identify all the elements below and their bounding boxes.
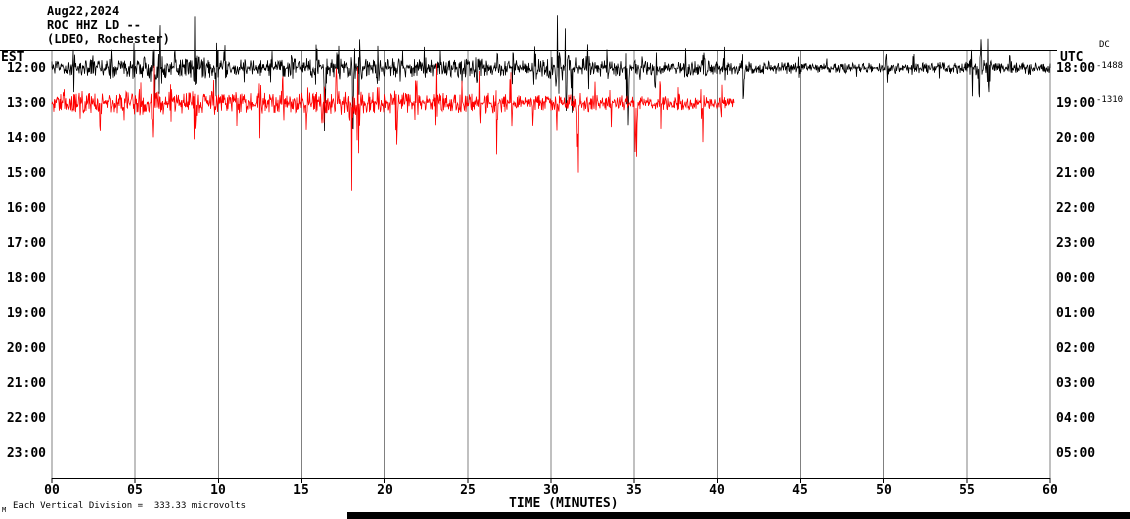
header-station: ROC HHZ LD --	[47, 18, 141, 32]
dc-offset-trace2: -1310	[1096, 95, 1124, 105]
minute-tick: 50	[876, 483, 892, 498]
est-tick: 12:00	[6, 61, 46, 76]
utc-tick: 03:00	[1056, 376, 1096, 391]
utc-tick: 02:00	[1056, 341, 1096, 356]
utc-tick: 21:00	[1056, 166, 1096, 181]
est-tick: 13:00	[6, 96, 46, 111]
est-tick: 18:00	[6, 271, 46, 286]
est-tick: 23:00	[6, 446, 46, 461]
minute-tick: 05	[127, 483, 143, 498]
est-tick: 22:00	[6, 411, 46, 426]
right-axis-label: UTC	[1060, 50, 1084, 65]
minute-tick: 25	[460, 483, 476, 498]
utc-tick: 18:00	[1056, 61, 1096, 76]
corner-mark: M	[2, 506, 7, 514]
minute-tick: 60	[1042, 483, 1058, 498]
header-location: (LDEO, Rochester)	[47, 32, 170, 46]
est-tick: 14:00	[6, 131, 46, 146]
est-tick: 19:00	[6, 306, 46, 321]
minute-tick: 00	[44, 483, 60, 498]
utc-tick: 23:00	[1056, 236, 1096, 251]
minute-tick: 10	[210, 483, 226, 498]
utc-tick: 22:00	[1056, 201, 1096, 216]
est-tick: 20:00	[6, 341, 46, 356]
utc-tick: 00:00	[1056, 271, 1096, 286]
x-axis-title: TIME (MINUTES)	[509, 496, 619, 511]
minute-tick: 35	[626, 483, 642, 498]
minute-tick: 40	[709, 483, 725, 498]
bottom-bar	[347, 512, 1130, 519]
scale-note: Each Vertical Division = 333.33 microvol…	[13, 501, 246, 511]
utc-tick: 20:00	[1056, 131, 1096, 146]
minute-tick: 30	[543, 483, 559, 498]
minute-tick: 20	[377, 483, 393, 498]
dc-offset-trace1: -1488	[1096, 61, 1124, 71]
left-axis-label: EST	[1, 50, 25, 65]
est-tick: 16:00	[6, 201, 46, 216]
dc-header: DC	[1099, 40, 1110, 50]
header-date: Aug22,2024	[47, 4, 120, 18]
utc-tick: 01:00	[1056, 306, 1096, 321]
seismogram-trace-13-00	[51, 63, 735, 191]
est-tick: 17:00	[6, 236, 46, 251]
minute-tick: 15	[293, 483, 309, 498]
minute-tick: 55	[959, 483, 975, 498]
est-tick: 15:00	[6, 166, 46, 181]
utc-tick: 04:00	[1056, 411, 1096, 426]
est-tick: 21:00	[6, 376, 46, 391]
minute-tick: 45	[792, 483, 808, 498]
utc-tick: 05:00	[1056, 446, 1096, 461]
utc-tick: 19:00	[1056, 96, 1096, 111]
seismogram-trace-12-00	[51, 15, 1051, 132]
